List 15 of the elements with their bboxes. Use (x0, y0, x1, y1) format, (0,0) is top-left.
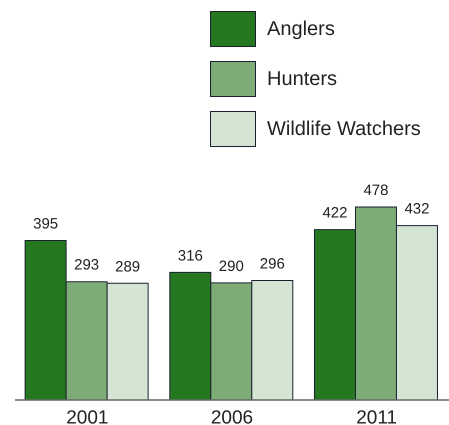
data-label: 316 (178, 247, 203, 264)
legend-label: Wildlife Watchers (267, 118, 421, 140)
data-label: 432 (404, 200, 430, 218)
x-tick-label: 2006 (210, 407, 254, 425)
x-tick-label: 2011 (356, 407, 398, 425)
x-tick-label: 2001 (66, 407, 108, 425)
data-label: 296 (260, 255, 285, 272)
data-label: 478 (363, 182, 388, 199)
data-label: 395 (33, 216, 58, 233)
data-label: 293 (74, 256, 100, 274)
data-label: 290 (218, 258, 244, 275)
legend-label: Hunters (267, 68, 338, 90)
legend-label: Anglers (267, 18, 335, 40)
data-label: 289 (115, 258, 140, 276)
data-label: 422 (322, 204, 348, 222)
